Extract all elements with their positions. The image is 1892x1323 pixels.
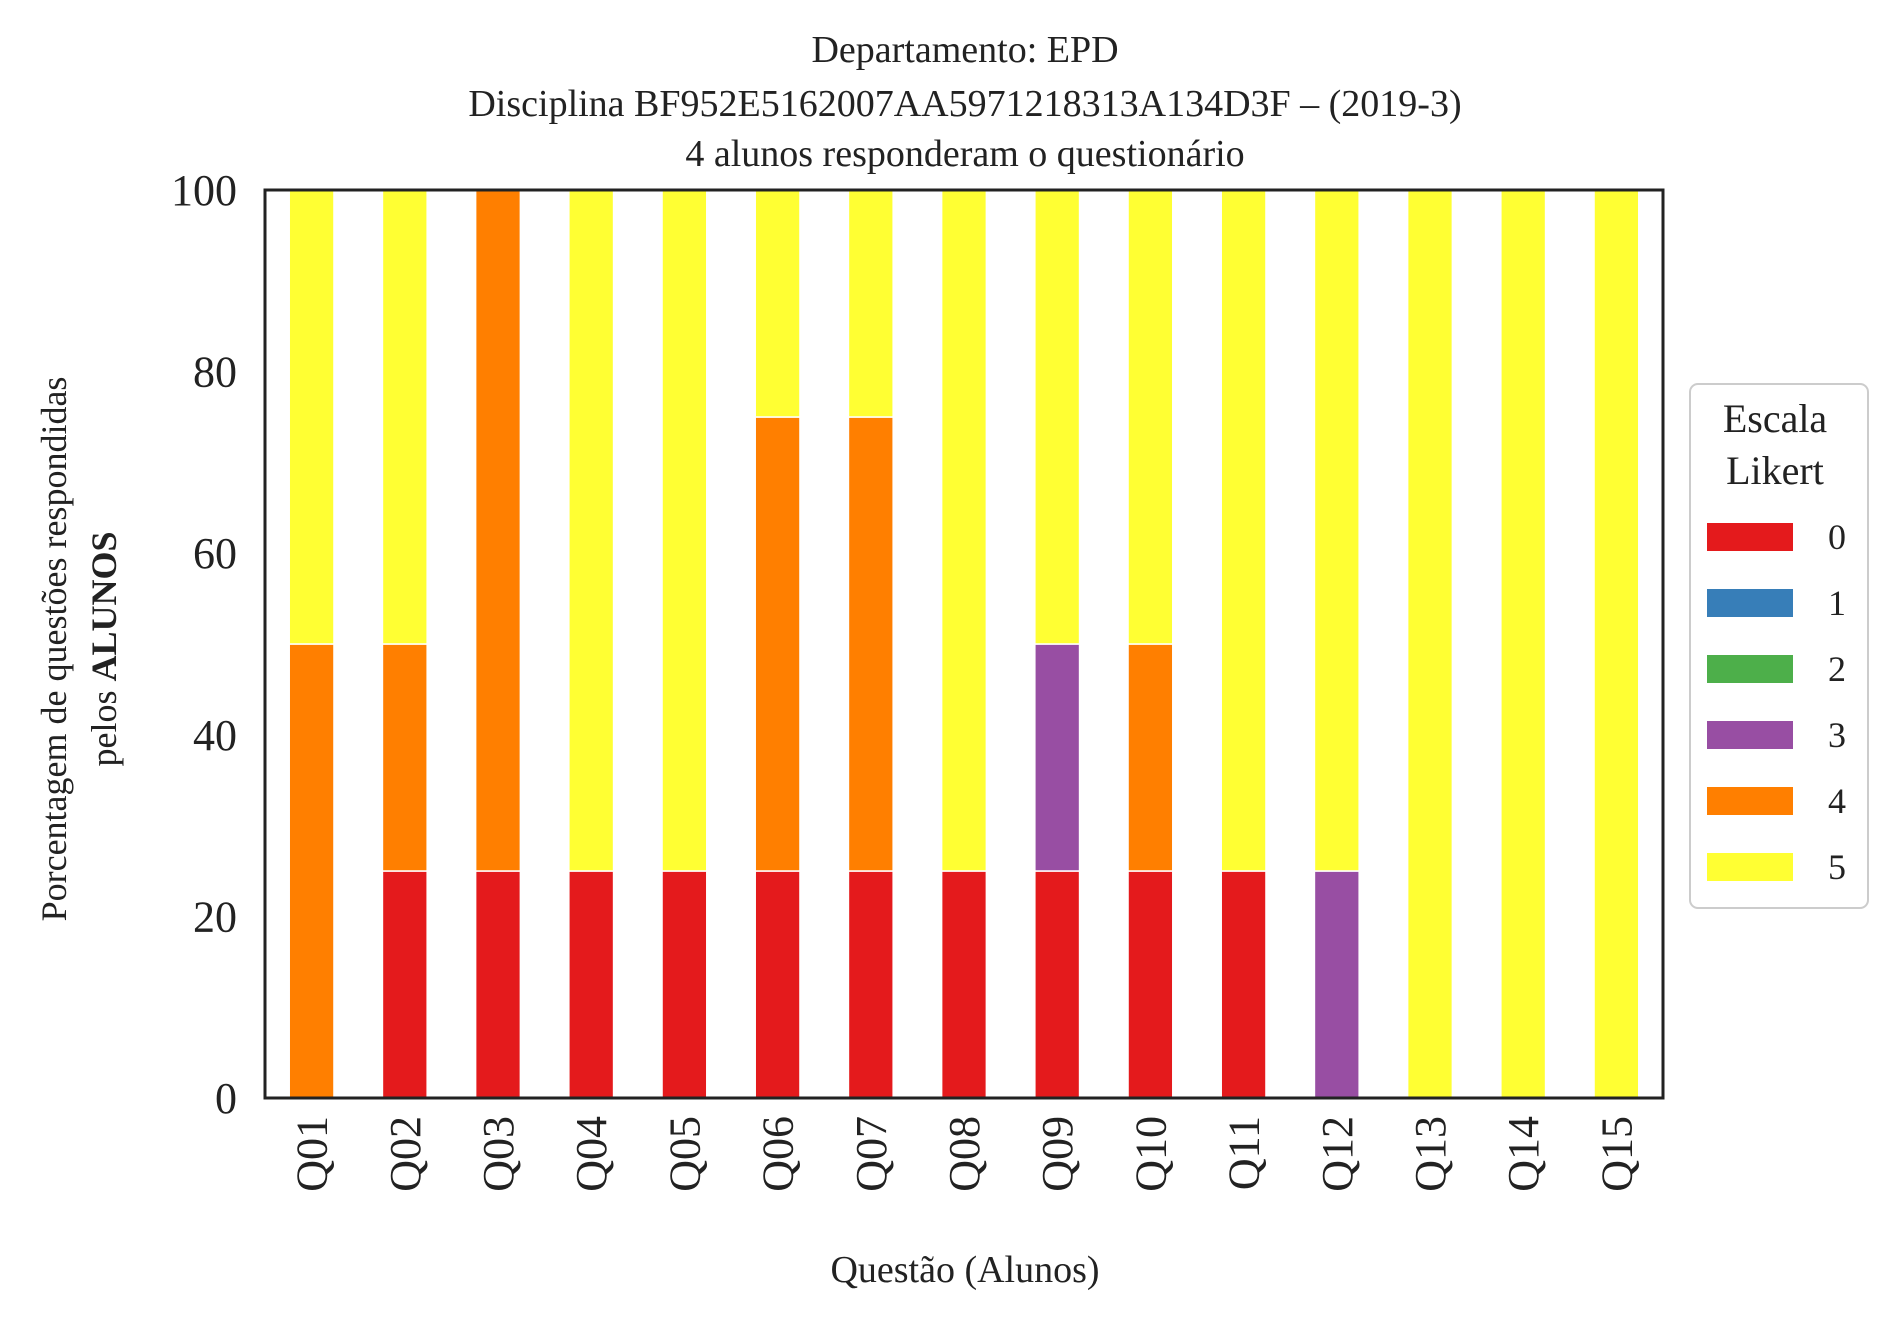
bar-Q15-likert-5: [1593, 189, 1640, 1099]
bar-Q04-likert-0: [568, 870, 615, 1099]
bar-Q10-likert-4: [1127, 643, 1174, 872]
x-tick-label: Q05: [660, 1116, 709, 1192]
bar-Q07-likert-0: [847, 870, 894, 1099]
y-axis-label-line-2: pelos ALUNOS: [84, 531, 124, 766]
y-tick-label: 40: [193, 711, 237, 760]
y-tick-label: 20: [193, 892, 237, 941]
bar-Q09-likert-5: [1034, 189, 1081, 645]
legend-swatch-likert-5: [1707, 853, 1793, 881]
legend-label-likert-3: 3: [1828, 715, 1846, 755]
bar-Q07-likert-5: [847, 189, 894, 418]
x-tick-label: Q09: [1033, 1116, 1082, 1192]
bar-Q12-likert-5: [1313, 189, 1360, 872]
bar-Q07-likert-4: [847, 416, 894, 872]
bar-Q09-likert-0: [1034, 870, 1081, 1099]
y-axis-label-prefix: pelos: [84, 682, 124, 767]
plot-frame: [263, 188, 1665, 1100]
x-tick-label: Q12: [1313, 1116, 1362, 1192]
bar-Q08-likert-0: [940, 870, 988, 1099]
bar-Q03-likert-0: [474, 870, 522, 1099]
x-tick-label: Q14: [1499, 1116, 1548, 1192]
chart-title: Departamento: EPD Disciplina BF952E51620…: [468, 29, 1461, 175]
bar-Q04-likert-5: [568, 189, 615, 872]
bar-Q02-likert-4: [381, 643, 428, 872]
x-tick-label: Q11: [1220, 1116, 1269, 1190]
legend-label-likert-1: 1: [1828, 583, 1846, 623]
bar-Q02-likert-0: [381, 870, 428, 1099]
y-axis-ticks: 0 20 40 60 80 100: [171, 166, 237, 1123]
y-tick-label: 0: [215, 1074, 237, 1123]
y-axis-label: Porcentagem de questões respondidas pelo…: [34, 377, 124, 922]
legend: Escala Likert 0 1 2 3 4 5: [1689, 383, 1869, 909]
chart-title-line-2: Disciplina BF952E5162007AA5971218313A134…: [468, 83, 1461, 125]
legend-swatch-likert-3: [1707, 721, 1793, 749]
x-tick-label: Q04: [567, 1116, 616, 1192]
y-axis-label-bold: ALUNOS: [84, 531, 124, 681]
y-axis-label-line-1: Porcentagem de questões respondidas: [34, 377, 74, 922]
x-tick-label: Q08: [940, 1116, 989, 1192]
legend-swatch-likert-2: [1707, 655, 1793, 683]
bar-Q05-likert-5: [661, 189, 708, 872]
bar-Q06-likert-0: [754, 870, 801, 1099]
x-axis-ticks: Q01 Q02 Q03 Q04 Q05 Q06 Q07 Q08 Q09 Q10 Q11 Q12 Q13 Q…: [288, 1116, 1642, 1192]
y-tick-label: 100: [171, 166, 237, 215]
legend-title-line-1: Escala: [1723, 396, 1828, 441]
legend-frame: [1689, 383, 1869, 909]
bar-Q09-likert-3: [1034, 643, 1081, 872]
legend-swatch-likert-0: [1707, 523, 1793, 551]
x-tick-label: Q13: [1406, 1116, 1455, 1192]
x-tick-label: Q02: [381, 1116, 430, 1192]
x-axis-label: Questão (Alunos): [830, 1249, 1099, 1291]
x-tick-label: Q07: [847, 1116, 896, 1192]
y-tick-label: 60: [193, 529, 237, 578]
bar-Q10-likert-5: [1127, 189, 1174, 645]
bar-Q03-likert-4: [474, 189, 522, 872]
legend-swatch-likert-1: [1707, 589, 1793, 617]
legend-swatch-likert-4: [1707, 787, 1793, 815]
legend-label-likert-0: 0: [1828, 517, 1846, 557]
legend-items: 0 1 2 3 4 5: [1707, 517, 1846, 887]
legend-label-likert-4: 4: [1828, 781, 1846, 821]
legend-label-likert-2: 2: [1828, 649, 1846, 689]
chart-title-line-1: Departamento: EPD: [811, 29, 1118, 71]
y-tick-label: 80: [193, 348, 237, 397]
x-tick-label: Q01: [288, 1116, 337, 1192]
bar-Q01-likert-4: [288, 643, 335, 1099]
bar-Q05-likert-0: [661, 870, 708, 1099]
bar-Q11-likert-0: [1220, 870, 1267, 1099]
x-tick-label: Q06: [754, 1116, 803, 1192]
bar-Q10-likert-0: [1127, 870, 1174, 1099]
bar-Q02-likert-5: [381, 189, 428, 645]
x-tick-label: Q10: [1126, 1116, 1175, 1192]
chart-title-line-3: 4 alunos responderam o questionário: [685, 133, 1244, 175]
bar-Q11-likert-5: [1220, 189, 1267, 872]
bar-Q06-likert-4: [754, 416, 801, 872]
x-tick-label: Q03: [474, 1116, 523, 1192]
bar-Q08-likert-5: [940, 189, 988, 872]
legend-label-likert-5: 5: [1828, 847, 1846, 887]
bar-Q01-likert-5: [288, 189, 335, 645]
bars-layer: [288, 189, 1640, 1099]
bar-Q06-likert-5: [754, 189, 801, 418]
bar-Q13-likert-5: [1406, 189, 1454, 1099]
bar-Q14-likert-5: [1500, 189, 1547, 1099]
x-tick-label: Q15: [1592, 1116, 1641, 1192]
legend-title-line-2: Likert: [1726, 448, 1824, 493]
bar-Q12-likert-3: [1313, 870, 1360, 1099]
